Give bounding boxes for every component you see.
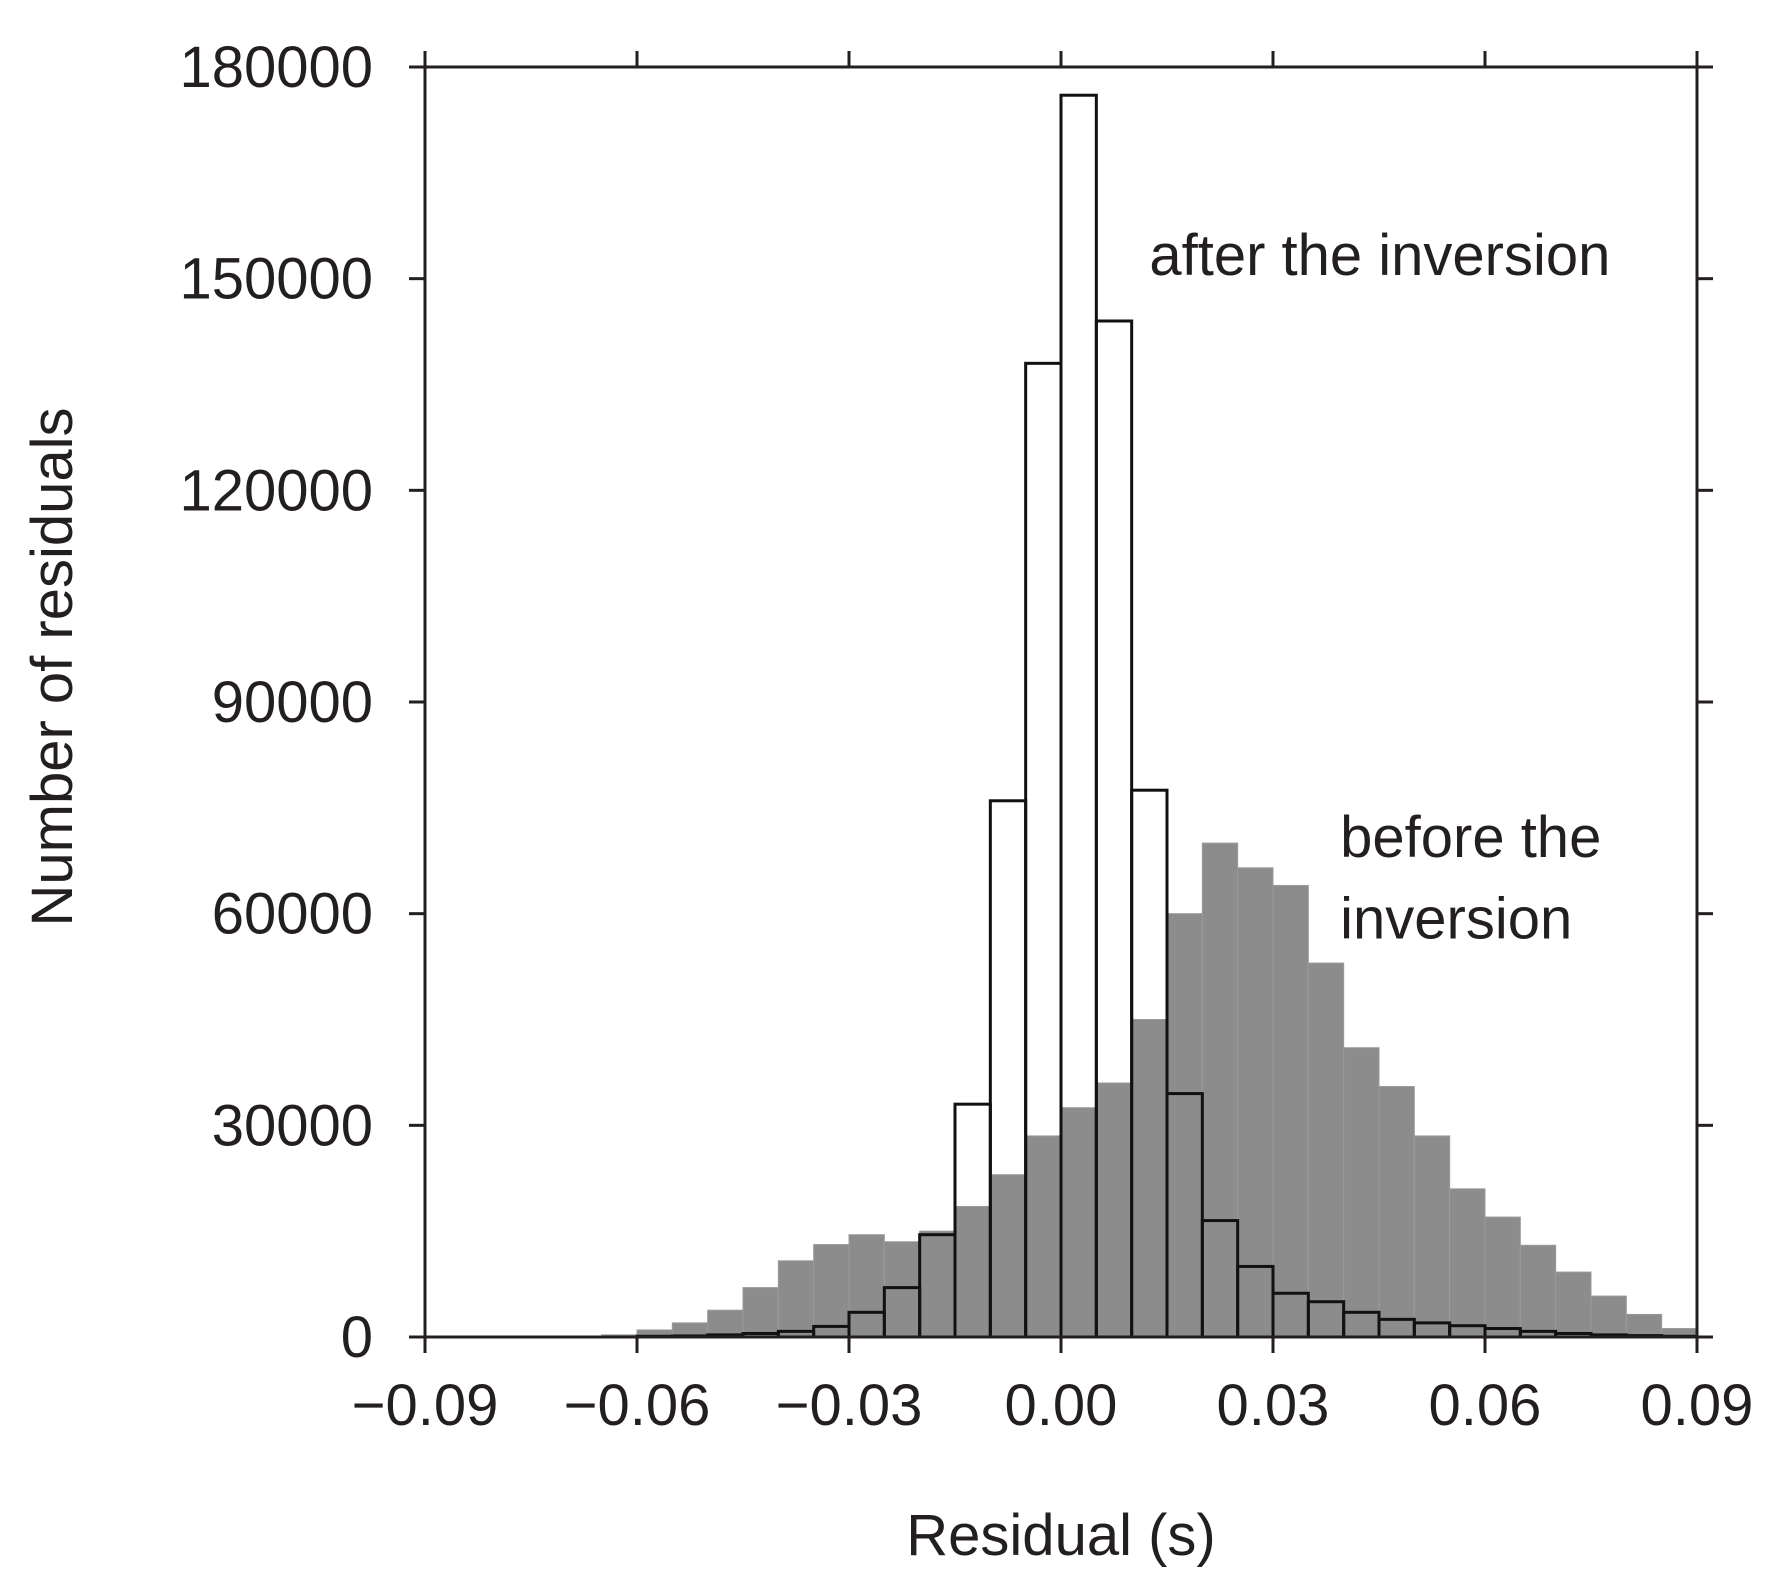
before-inversion-bar <box>1060 1107 1097 1338</box>
before-inversion-bar <box>1413 1135 1451 1338</box>
x-tick-labels: −0.09 −0.06 −0.03 0.00 0.03 0.06 0.09 <box>352 1373 1754 1438</box>
y-tick-label: 150000 <box>179 247 373 312</box>
before-inversion-bar <box>1625 1313 1663 1338</box>
before-inversion-bar <box>1590 1295 1627 1338</box>
y-tick-label: 120000 <box>179 458 373 523</box>
y-tick-label: 60000 <box>212 882 373 947</box>
x-tick-label: −0.03 <box>776 1373 923 1438</box>
x-tick-label: −0.06 <box>564 1373 711 1438</box>
before-inversion-bar <box>1131 1019 1168 1338</box>
before-inversion-bar <box>1343 1047 1380 1338</box>
after-inversion-annotation: after the inversion <box>1149 223 1610 288</box>
before-inversion-bar <box>1272 884 1309 1338</box>
before-inversion-annotation-line2: inversion <box>1340 886 1572 951</box>
before-inversion-bar <box>1201 842 1239 1338</box>
before-inversion-bar <box>883 1241 921 1338</box>
before-inversion-bar <box>1484 1216 1521 1338</box>
y-tick-labels: 0 30000 60000 90000 120000 150000 180000 <box>179 35 373 1370</box>
x-tick-label: 0.09 <box>1641 1373 1754 1438</box>
before-inversion-bar <box>777 1260 815 1338</box>
before-inversion-bar <box>1378 1086 1415 1338</box>
before-inversion-bar <box>1237 867 1274 1338</box>
y-tick-label: 0 <box>341 1305 373 1370</box>
before-inversion-annotation-line1: before the <box>1340 805 1601 870</box>
before-inversion-bar <box>954 1205 991 1338</box>
y-axis-label: Number of residuals <box>20 408 85 927</box>
before-inversion-bar <box>1555 1271 1592 1338</box>
y-tick-label: 30000 <box>212 1093 373 1158</box>
before-inversion-bar <box>707 1309 744 1338</box>
x-tick-label: 0.00 <box>1005 1373 1118 1438</box>
before-inversion-bars <box>424 842 1698 1338</box>
x-tick-label: −0.09 <box>352 1373 499 1438</box>
before-inversion-bar <box>742 1287 779 1338</box>
y-tick-label: 180000 <box>179 35 373 100</box>
axis-ticks <box>409 51 1713 1353</box>
x-axis-label: Residual (s) <box>906 1503 1215 1568</box>
x-tick-label: 0.03 <box>1217 1373 1330 1438</box>
before-inversion-bar <box>1166 913 1203 1338</box>
y-tick-label: 90000 <box>212 670 373 735</box>
before-inversion-bar <box>989 1174 1027 1338</box>
before-inversion-bar <box>919 1230 956 1338</box>
before-inversion-bar <box>848 1234 885 1338</box>
before-inversion-bar <box>1519 1244 1557 1338</box>
x-tick-label: 0.06 <box>1429 1373 1542 1438</box>
before-inversion-bar <box>813 1244 850 1338</box>
before-inversion-bar <box>1307 962 1345 1338</box>
before-inversion-bar <box>1025 1135 1062 1338</box>
before-inversion-bar <box>1449 1188 1486 1338</box>
before-inversion-bar <box>1095 1082 1133 1338</box>
